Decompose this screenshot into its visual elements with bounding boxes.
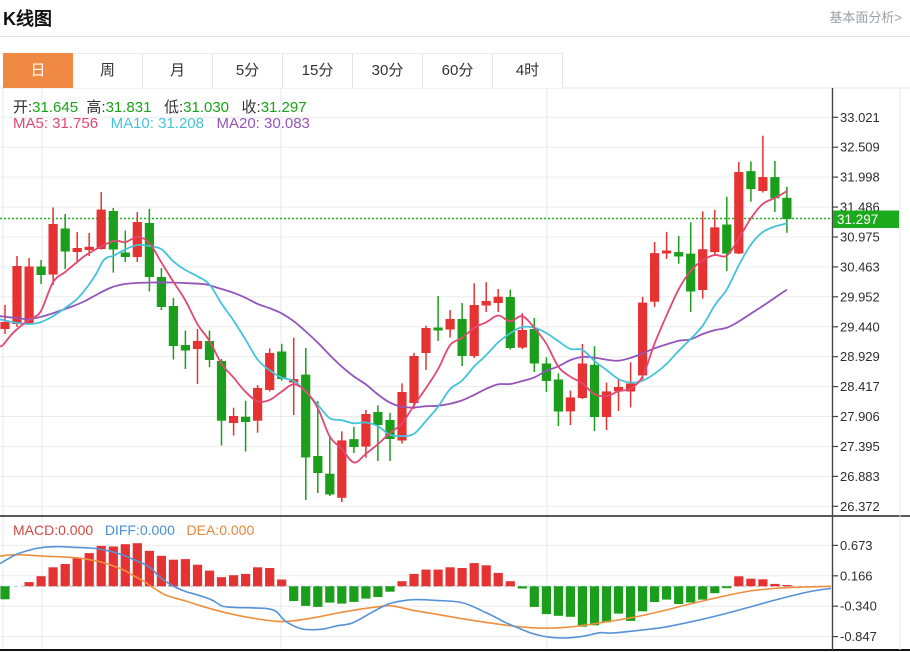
svg-text:26.372: 26.372 <box>840 499 880 514</box>
svg-text:29.952: 29.952 <box>840 289 880 304</box>
svg-text:31.998: 31.998 <box>840 170 880 185</box>
svg-text:33.021: 33.021 <box>840 110 880 125</box>
svg-text:0.673: 0.673 <box>840 538 873 553</box>
svg-text:-0.847: -0.847 <box>840 629 877 644</box>
svg-text:26.883: 26.883 <box>840 469 880 484</box>
svg-text:-0.340: -0.340 <box>840 599 877 614</box>
svg-text:31.297: 31.297 <box>837 212 878 227</box>
svg-text:29.440: 29.440 <box>840 319 880 334</box>
svg-text:0.166: 0.166 <box>840 568 873 583</box>
svg-text:30.463: 30.463 <box>840 259 880 274</box>
svg-text:32.509: 32.509 <box>840 140 880 155</box>
svg-text:28.929: 28.929 <box>840 349 880 364</box>
svg-text:27.906: 27.906 <box>840 409 880 424</box>
svg-text:28.417: 28.417 <box>840 379 880 394</box>
svg-text:30.975: 30.975 <box>840 230 880 245</box>
svg-text:27.395: 27.395 <box>840 439 880 454</box>
